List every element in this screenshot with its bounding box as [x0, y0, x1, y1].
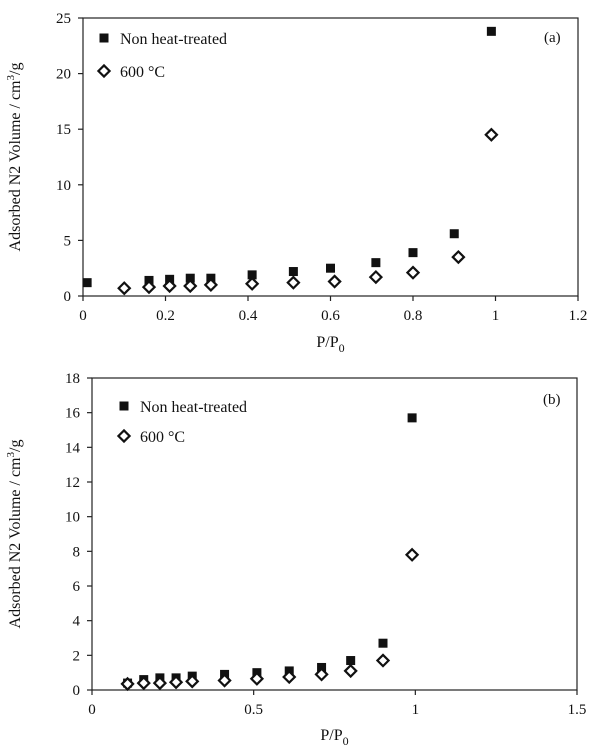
data-point: [375, 653, 391, 668]
y-tick-label: 0: [64, 289, 72, 305]
x-axis-title-main: P/P: [316, 334, 338, 351]
data-point: [152, 675, 168, 691]
y-axis-title-main: Adsorbed N2 Volume / cm: [7, 457, 24, 629]
y-axis-title-superscript: 3: [5, 75, 17, 81]
data-point: [326, 263, 335, 273]
data-point: [249, 671, 265, 686]
data-point: [346, 656, 356, 666]
data-point: [247, 270, 257, 280]
x-tick-label: 1.5: [568, 702, 587, 718]
x-axis-title: P/P0: [320, 727, 348, 748]
x-tick-label: 0: [88, 702, 96, 718]
data-point: [343, 663, 358, 679]
y-tick-label: 8: [73, 544, 81, 560]
y-tick-label: 16: [65, 406, 81, 422]
x-tick-label: 0.2: [156, 308, 175, 324]
legend-marker: [116, 428, 132, 444]
data-point: [203, 277, 219, 293]
y-tick-label: 15: [56, 122, 71, 138]
x-tick-label: 1: [492, 308, 500, 324]
x-tick-label: 1.2: [569, 308, 588, 324]
data-point: [451, 249, 466, 265]
y-tick-label: 10: [56, 178, 71, 194]
data-point: [371, 258, 381, 268]
legend-label: 600 °C: [120, 64, 165, 81]
plot-frame: [82, 17, 579, 297]
y-tick-label: 5: [64, 233, 72, 249]
legend-marker: [119, 401, 129, 411]
x-axis-title: P/P0: [316, 334, 344, 355]
data-point: [405, 265, 421, 280]
panel-label: (a): [544, 30, 561, 46]
x-tick-label: 0.4: [239, 308, 258, 324]
data-point: [282, 669, 297, 685]
data-point: [217, 673, 232, 688]
legend-marker: [99, 33, 109, 43]
legend-label: 600 °C: [140, 429, 185, 446]
x-tick-label: 0: [79, 308, 87, 324]
y-tick-label: 4: [73, 614, 81, 630]
data-point: [484, 127, 499, 142]
y-axis-title-main: Adsorbed N2 Volume / cm: [7, 80, 24, 252]
data-point: [183, 278, 198, 294]
y-tick-label: 6: [73, 579, 81, 595]
plot-frame: [91, 377, 578, 691]
y-axis-title-tail: /g: [7, 63, 24, 75]
legend: Non heat-treated 600 °C: [116, 399, 247, 446]
y-tick-label: 20: [56, 67, 71, 83]
series-non-heat-treated: [123, 413, 417, 688]
x-tick-label: 1: [412, 702, 420, 718]
x-tick-label: 0.6: [321, 308, 340, 324]
y-tick-label: 25: [56, 11, 71, 27]
data-point: [378, 638, 388, 648]
data-point: [486, 26, 496, 36]
x-axis-title-subscript: 0: [339, 341, 345, 355]
y-tick-label: 12: [65, 475, 80, 491]
data-point: [368, 269, 384, 285]
data-point: [244, 276, 260, 291]
data-point: [120, 676, 135, 692]
chart-panel-a: 0 0.2 0.4 0.6 0.8 1 1.20510152025P/P0Adsorbed …: [5, 11, 587, 355]
data-point: [449, 229, 459, 239]
legend-label: Non heat-treated: [120, 31, 227, 48]
data-point: [136, 675, 151, 691]
data-point: [404, 547, 420, 562]
legend: Non heat-treated 600 °C: [96, 31, 227, 81]
data-point: [185, 674, 200, 689]
data-point: [117, 281, 132, 296]
y-axis-title: Adsorbed N2 Volume / cm3/g: [5, 63, 24, 252]
data-point: [314, 667, 329, 682]
panel-label: (b): [543, 392, 561, 408]
x-tick-label: 0.8: [404, 308, 423, 324]
y-axis-title-tail: /g: [7, 440, 24, 452]
x-axis-title-main: P/P: [320, 727, 342, 744]
data-point: [407, 413, 417, 423]
data-point: [82, 278, 92, 288]
legend-marker: [96, 63, 112, 79]
data-point: [288, 267, 298, 277]
x-tick-label: 0.5: [244, 702, 263, 718]
data-point: [327, 274, 342, 289]
y-tick-label: 2: [73, 648, 81, 664]
series-600c: [120, 547, 420, 692]
legend-label: Non heat-treated: [140, 399, 247, 416]
data-point: [168, 675, 184, 690]
y-axis-title-superscript: 3: [5, 452, 17, 458]
x-axis-title-subscript: 0: [343, 734, 349, 748]
y-axis-title: Adsorbed N2 Volume / cm3/g: [5, 440, 24, 629]
data-point: [286, 275, 301, 290]
y-tick-label: 18: [65, 371, 80, 387]
y-tick-label: 14: [65, 440, 81, 456]
data-point: [185, 273, 195, 283]
data-point: [408, 248, 418, 258]
y-tick-label: 0: [73, 683, 81, 699]
series-600c: [117, 127, 499, 296]
y-tick-label: 10: [65, 510, 80, 526]
data-point: [141, 279, 157, 295]
data-point: [162, 278, 177, 294]
